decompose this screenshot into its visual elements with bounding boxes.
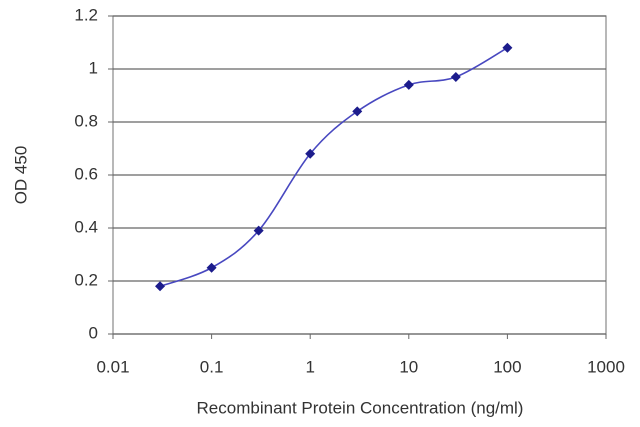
data-point: [155, 281, 166, 292]
x-axis-label: Recombinant Protein Concentration (ng/ml…: [197, 398, 524, 417]
y-tick-label: 1: [89, 58, 98, 77]
data-point: [206, 262, 217, 273]
y-tick-label: 0.2: [74, 270, 98, 289]
y-tick-label: 0.8: [74, 111, 98, 130]
y-tick-label: 0.6: [74, 164, 98, 183]
y-tick-label: 0.4: [74, 217, 98, 236]
data-point: [403, 79, 414, 90]
y-tick-label: 1.2: [74, 5, 98, 24]
x-tick-label: 100: [493, 357, 521, 376]
x-tick-label: 0.1: [200, 357, 224, 376]
data-point: [450, 71, 461, 82]
y-axis-label: OD 450: [11, 146, 30, 205]
data-point: [352, 106, 363, 117]
x-tick-label: 0.01: [96, 357, 129, 376]
data-point: [305, 148, 316, 159]
data-point: [502, 42, 513, 53]
data-point: [253, 225, 264, 236]
y-tick-label: 0: [89, 323, 98, 342]
data-line: [159, 47, 508, 288]
x-tick-label: 1000: [587, 357, 625, 376]
x-tick-label: 1: [305, 357, 314, 376]
x-tick-label: 10: [399, 357, 418, 376]
